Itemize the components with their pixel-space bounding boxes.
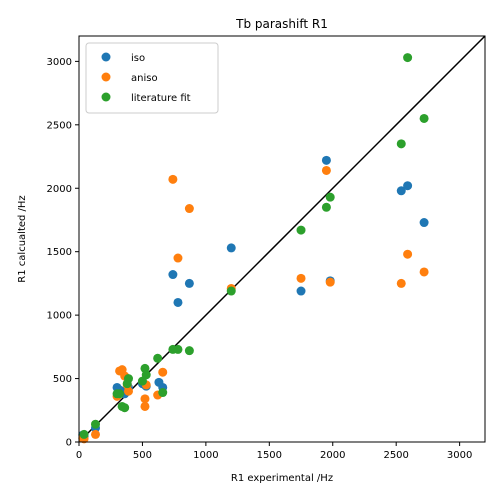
data-point <box>173 297 183 307</box>
data-point <box>321 165 331 175</box>
data-point <box>296 225 306 235</box>
data-point <box>168 270 178 280</box>
data-point <box>419 267 429 277</box>
data-point <box>226 286 236 296</box>
data-point <box>321 155 331 165</box>
data-point <box>296 286 306 296</box>
data-point <box>325 192 335 202</box>
x-tick-label: 3000 <box>447 450 472 461</box>
points-layer <box>78 53 429 444</box>
y-tick-label: 1000 <box>47 311 72 322</box>
data-point <box>226 243 236 253</box>
legend-box <box>85 42 219 114</box>
y-axis-label: R1 calcualted /Hz <box>17 195 28 282</box>
data-point <box>158 388 168 398</box>
data-point <box>120 403 130 413</box>
y-tick-label: 1500 <box>47 247 72 258</box>
data-point <box>140 401 150 411</box>
data-point <box>403 53 413 63</box>
legend-marker <box>101 72 111 82</box>
x-tick-label: 500 <box>133 450 152 461</box>
y-tick-label: 500 <box>53 374 72 385</box>
legend-label: aniso <box>131 73 158 84</box>
plot-frame <box>78 35 486 443</box>
legend-items: iso aniso literature fit <box>101 52 191 104</box>
data-point <box>296 273 306 283</box>
data-point <box>325 277 335 287</box>
data-point <box>173 344 183 354</box>
data-point <box>123 374 133 384</box>
chart-title: Tb parashift R1 <box>235 17 328 31</box>
x-tick-label: 2000 <box>320 450 345 461</box>
x-axis-label: R1 experimental /Hz <box>231 473 333 484</box>
y-tick-label: 2500 <box>47 120 72 131</box>
data-point <box>90 429 100 439</box>
data-point <box>168 174 178 184</box>
legend-marker <box>101 92 111 102</box>
legend: iso aniso literature fit <box>85 42 219 114</box>
series-literature-fit <box>79 53 429 439</box>
legend-label: iso <box>131 53 145 64</box>
data-point <box>184 204 194 214</box>
y-tick-label: 0 <box>66 438 72 449</box>
data-point <box>419 218 429 228</box>
data-point <box>115 389 125 399</box>
x-axis: 0 500 1000 1500 2000 2500 3000 <box>76 442 472 461</box>
legend-marker <box>101 52 111 62</box>
x-tick-label: 2500 <box>383 450 408 461</box>
x-tick-label: 1000 <box>193 450 218 461</box>
data-point <box>123 386 133 396</box>
data-point <box>321 202 331 212</box>
data-point <box>90 419 100 429</box>
legend-label: literature fit <box>131 93 191 104</box>
y-tick-label: 2000 <box>47 184 72 195</box>
y-tick-label: 3000 <box>47 57 72 68</box>
data-point <box>396 186 406 196</box>
data-point <box>79 429 89 439</box>
data-point <box>158 367 168 377</box>
data-point <box>153 353 163 363</box>
data-point <box>140 394 150 404</box>
data-point <box>141 370 151 380</box>
data-point <box>184 278 194 288</box>
y-axis: 0 500 1000 1500 2000 2500 3000 <box>47 57 79 449</box>
data-point <box>403 249 413 259</box>
x-tick-label: 0 <box>76 450 82 461</box>
data-point <box>173 253 183 263</box>
data-point <box>396 139 406 149</box>
data-point <box>396 278 406 288</box>
data-point <box>419 113 429 123</box>
data-point <box>184 346 194 356</box>
data-point <box>403 181 413 191</box>
x-tick-label: 1500 <box>257 450 282 461</box>
